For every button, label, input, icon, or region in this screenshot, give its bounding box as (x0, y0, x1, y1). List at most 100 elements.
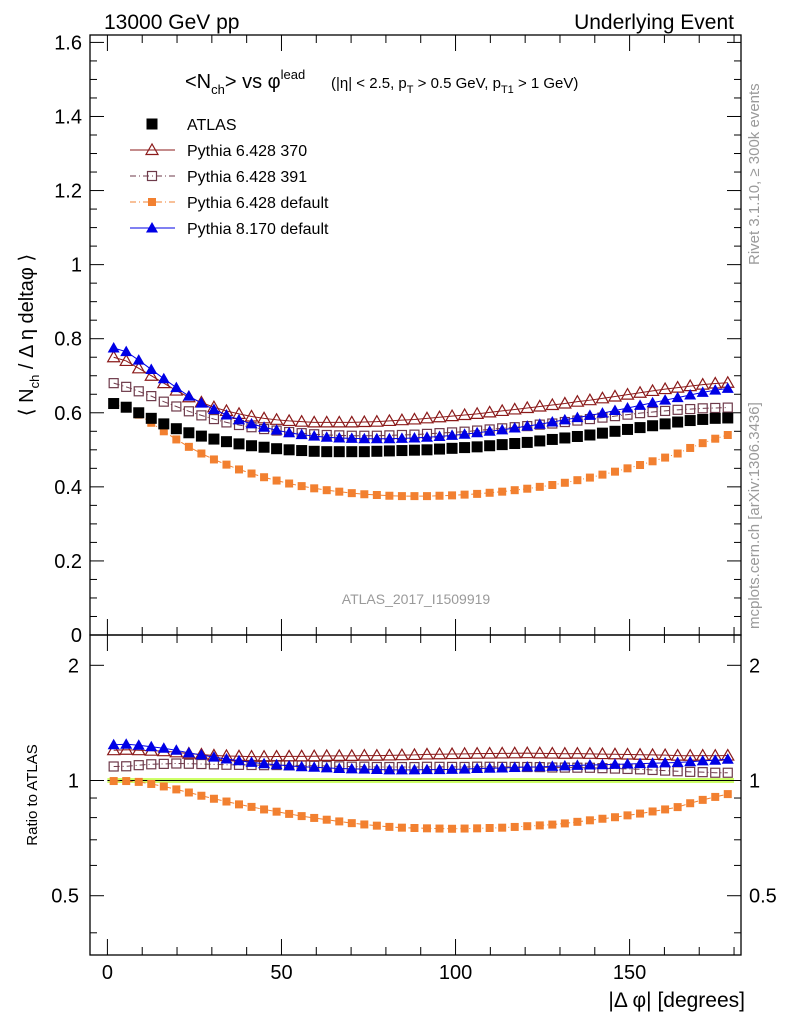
ratio-point (419, 747, 435, 760)
main-ylabel: ⟨ Nch / Δ η deltaφ ⟩ (16, 254, 42, 416)
data-point (596, 407, 609, 418)
data-point (296, 445, 308, 457)
data-point (170, 381, 183, 393)
ratio-point (523, 822, 532, 831)
ratio-point (234, 800, 243, 809)
data-series (106, 341, 735, 833)
ratio-point (158, 758, 169, 769)
ratio-point (545, 746, 560, 759)
ratio-point (510, 822, 519, 831)
data-point (258, 421, 271, 432)
ratio-point (370, 763, 383, 774)
data-point (220, 436, 232, 448)
data-point (144, 368, 159, 381)
y-tick-label-ratio-right: 2 (749, 655, 760, 677)
ratio-point (159, 782, 168, 791)
ratio-point (620, 747, 635, 760)
ratio-point (582, 746, 597, 759)
ratio-point (685, 766, 696, 777)
data-point (546, 433, 558, 445)
ratio-point (610, 813, 619, 822)
data-point (158, 396, 169, 407)
legend-label: Pythia 6.428 default (187, 195, 329, 212)
data-point (410, 492, 419, 501)
data-point (545, 397, 560, 411)
data-point (521, 436, 533, 448)
data-point (710, 402, 721, 414)
data-point (696, 386, 709, 397)
y-tick-label-main: 1 (71, 255, 82, 277)
ratio-series-pythia-6-428-default (109, 777, 732, 833)
data-point (671, 391, 684, 403)
data-point (445, 408, 460, 422)
data-point (510, 486, 519, 495)
data-point (246, 440, 258, 452)
data-point (498, 487, 507, 496)
data-point (307, 415, 322, 428)
analysis-watermark: ATLAS_2017_I1509919 (342, 591, 491, 607)
data-point (471, 426, 484, 438)
data-point (295, 428, 308, 440)
data-point (557, 396, 572, 409)
data-point (260, 473, 269, 482)
y-tick-label-main: 0.4 (54, 477, 82, 499)
ratio-point (382, 748, 397, 761)
data-point (282, 413, 297, 427)
data-point (382, 413, 397, 427)
data-point (448, 491, 457, 500)
svg-text:<Nch> vs φlead: <Nch> vs φlead (185, 67, 305, 97)
ratio-point (673, 803, 682, 812)
data-point (159, 427, 168, 436)
data-point (131, 361, 146, 374)
data-point (209, 455, 218, 464)
ratio-point (598, 814, 607, 823)
legend-label: Pythia 6.428 391 (187, 169, 307, 186)
data-point (397, 492, 406, 501)
data-point (106, 350, 121, 363)
data-point (523, 484, 532, 493)
data-point (633, 385, 648, 398)
ratio-line (113, 763, 728, 774)
data-point (308, 445, 320, 457)
svg-text:⟨ Nch / Δ η deltaφ ⟩: ⟨ Nch / Δ η deltaφ ⟩ (16, 254, 42, 416)
data-point (711, 434, 720, 443)
legend-entry: Pythia 6.428 default (130, 195, 329, 212)
legend-marker (146, 222, 158, 233)
ratio-point (297, 812, 306, 821)
data-point (548, 481, 557, 489)
data-point (146, 391, 157, 402)
ratio-point (308, 761, 321, 772)
ratio-point (319, 748, 334, 761)
data-point (457, 407, 472, 421)
ratio-ylabel: Ratio to ATLAS (24, 744, 41, 845)
y-tick-label-ratio: 0.5 (51, 886, 79, 908)
data-point (420, 431, 433, 442)
ratio-point (557, 746, 572, 759)
data-point (421, 444, 433, 456)
y-tick-label-ratio-right: 1 (749, 771, 760, 793)
ratio-point (723, 790, 732, 799)
ratio-point (585, 816, 594, 825)
ratio-point (395, 763, 408, 775)
ratio-point (410, 823, 419, 832)
data-point (133, 407, 145, 419)
data-point (532, 399, 547, 412)
ratio-point (507, 746, 522, 759)
data-point (647, 406, 658, 418)
ratio-point (696, 754, 709, 766)
legend-entry: Pythia 6.428 370 (130, 142, 307, 160)
ratio-point (698, 795, 707, 804)
data-point (609, 425, 621, 437)
data-point (270, 424, 283, 435)
data-point (435, 491, 444, 500)
ratio-point (583, 758, 596, 770)
data-point (394, 412, 409, 426)
data-point (158, 418, 170, 430)
ratio-point (710, 767, 721, 778)
data-point (108, 378, 119, 389)
data-point (496, 439, 508, 451)
data-point (383, 432, 396, 444)
ratio-point (558, 759, 571, 771)
data-point (571, 430, 583, 442)
data-point (370, 432, 383, 444)
